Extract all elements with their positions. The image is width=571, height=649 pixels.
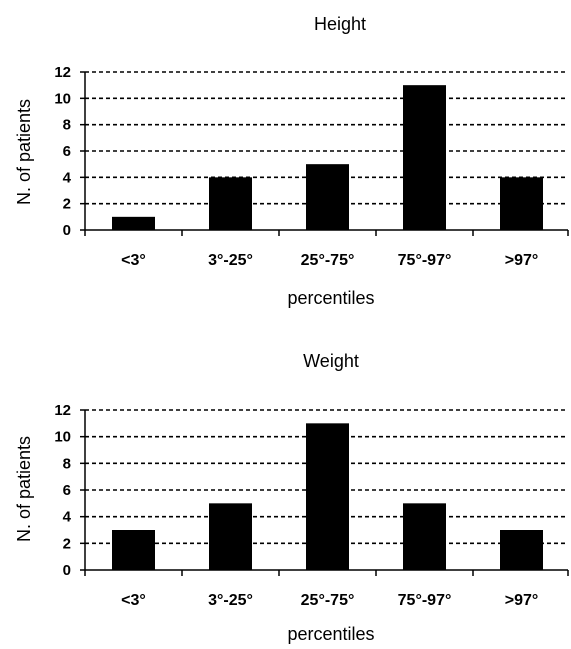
bar xyxy=(403,85,446,231)
x-category-label: 75°-97° xyxy=(398,252,452,269)
bar xyxy=(209,503,252,570)
chart-title: Weight xyxy=(303,351,359,371)
x-axis-label: percentiles xyxy=(287,624,374,644)
weight-chart-svg: Weight N. of patients percentiles 0 2 4 6 8 1… xyxy=(14,351,569,644)
bar xyxy=(500,530,543,570)
x-category-label: <3° xyxy=(121,592,146,609)
y-tick-label: 12 xyxy=(54,402,71,419)
y-axis-label: N. of patients xyxy=(14,99,34,205)
y-tick-label: 0 xyxy=(63,562,71,579)
bar xyxy=(209,177,252,230)
y-tick-label: 2 xyxy=(63,535,71,552)
x-category-label: >97° xyxy=(505,592,539,609)
bar xyxy=(112,216,155,230)
bar xyxy=(306,164,349,230)
y-tick-label: 12 xyxy=(54,64,71,81)
bar xyxy=(500,177,543,230)
x-category-label: 3°-25° xyxy=(208,592,253,609)
bar xyxy=(306,423,349,570)
y-tick-label: 6 xyxy=(63,482,71,499)
chart-title: Height xyxy=(314,14,366,34)
x-category-label: 25°-75° xyxy=(301,252,355,269)
height-chart-svg: Height N. of patients percentiles 0 2 4 6 8 1… xyxy=(14,14,569,308)
y-axis-label: N. of patients xyxy=(14,436,34,542)
y-tick-label: 8 xyxy=(63,117,71,134)
bar xyxy=(403,503,446,570)
x-category-label: 25°-75° xyxy=(301,592,355,609)
y-tick-label: 2 xyxy=(63,196,71,213)
y-tick-label: 4 xyxy=(63,169,72,186)
y-tick-label: 10 xyxy=(54,429,71,446)
y-tick-label: 4 xyxy=(63,509,72,526)
x-category-label: >97° xyxy=(505,252,539,269)
y-tick-label: 0 xyxy=(63,222,71,239)
weight-chart: Weight N. of patients percentiles 0 2 4 6 8 1… xyxy=(0,330,571,649)
x-category-label: 75°-97° xyxy=(398,592,452,609)
height-chart: Height N. of patients percentiles 0 2 4 6 8 1… xyxy=(0,0,571,320)
x-category-label: 3°-25° xyxy=(208,252,253,269)
y-tick-label: 6 xyxy=(63,143,71,160)
y-tick-label: 10 xyxy=(54,90,71,107)
y-tick-label: 8 xyxy=(63,455,71,472)
x-axis-label: percentiles xyxy=(287,288,374,308)
bar xyxy=(112,530,155,570)
x-category-label: <3° xyxy=(121,252,146,269)
